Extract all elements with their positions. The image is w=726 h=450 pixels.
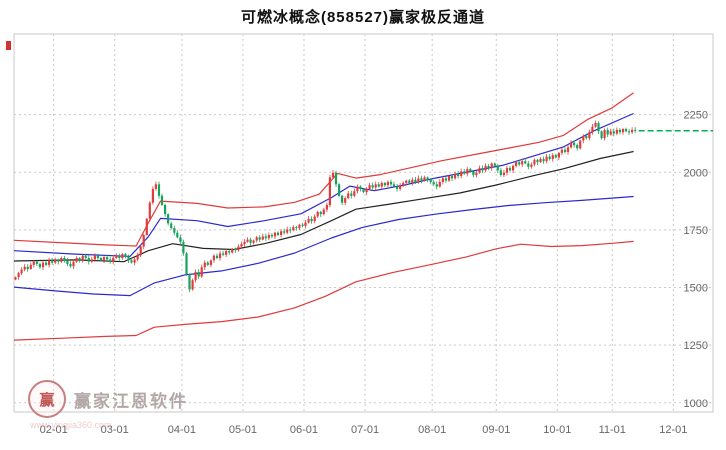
chart-title: 可燃冰概念(858527)赢家极反通道 xyxy=(240,9,486,26)
corner-marker-icon xyxy=(6,41,11,50)
watermark-logo-icon: 赢 xyxy=(28,380,66,418)
svg-text:04-01: 04-01 xyxy=(168,424,196,436)
svg-text:10-01: 10-01 xyxy=(543,424,571,436)
svg-text:07-01: 07-01 xyxy=(351,424,379,436)
svg-text:1750: 1750 xyxy=(684,225,708,237)
svg-text:12-01: 12-01 xyxy=(659,424,687,436)
svg-text:09-01: 09-01 xyxy=(482,424,510,436)
svg-text:1250: 1250 xyxy=(684,340,708,352)
svg-text:1000: 1000 xyxy=(684,398,708,410)
svg-text:06-01: 06-01 xyxy=(290,424,318,436)
svg-text:05-01: 05-01 xyxy=(229,424,257,436)
svg-text:2000: 2000 xyxy=(684,167,708,179)
watermark-brand: 赢家江恩软件 xyxy=(74,391,188,411)
svg-text:02-01: 02-01 xyxy=(40,424,68,436)
watermark-url: www.yingjia360.com xyxy=(30,420,112,430)
watermark: 赢 赢家江恩软件 xyxy=(28,380,188,418)
svg-text:03-01: 03-01 xyxy=(101,424,129,436)
svg-text:1500: 1500 xyxy=(684,283,708,295)
svg-text:08-01: 08-01 xyxy=(418,424,446,436)
svg-text:2250: 2250 xyxy=(684,110,708,122)
svg-text:11-01: 11-01 xyxy=(599,424,626,436)
